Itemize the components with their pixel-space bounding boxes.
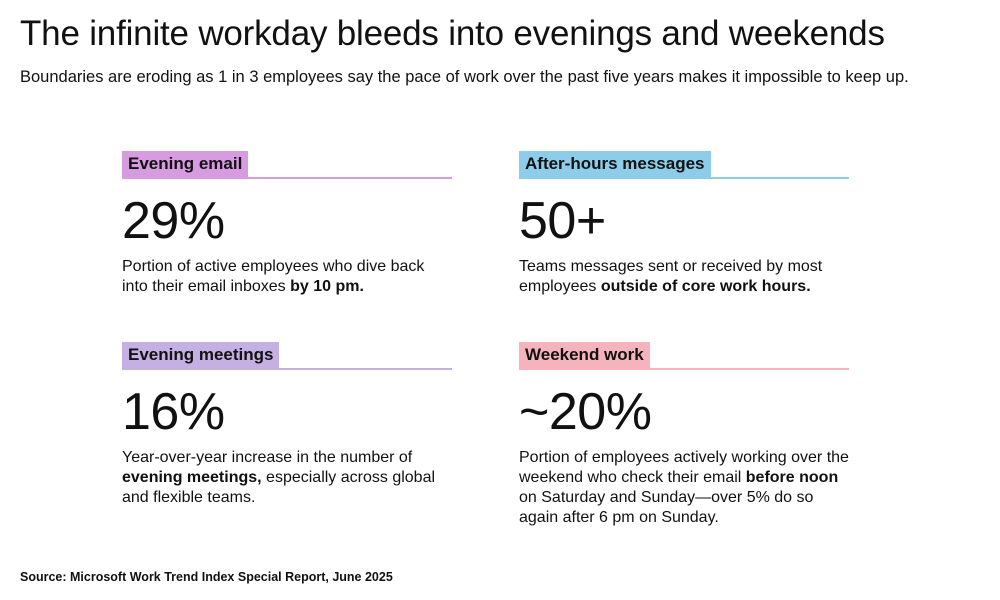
card-description: Portion of employees actively working ov…	[519, 448, 849, 528]
card-stat: 16%	[122, 383, 225, 441]
card-header: Evening email	[122, 151, 452, 179]
card-description-text: especially across global and flexible te…	[122, 469, 436, 506]
card-description-text: on Saturday and Sunday—over 5% do so aga…	[519, 489, 814, 526]
card-label: Evening email	[122, 151, 249, 177]
page-title: The infinite workday bleeds into evening…	[20, 14, 885, 53]
stat-card-after-hours-messages: After-hours messages 50+ Teams messages …	[519, 151, 849, 297]
card-stat: 50+	[519, 192, 606, 250]
card-header: Evening meetings	[122, 342, 452, 370]
card-description-emphasis: outside of core work hours.	[600, 278, 811, 295]
card-stat: 29%	[122, 192, 225, 250]
page-subtitle: Boundaries are eroding as 1 in 3 employe…	[20, 68, 909, 86]
stat-card-evening-email: Evening email 29% Portion of active empl…	[122, 151, 452, 297]
card-divider	[122, 177, 452, 179]
stat-card-weekend-work: Weekend work ~20% Portion of employees a…	[519, 342, 849, 528]
card-header: Weekend work	[519, 342, 849, 370]
card-description-emphasis: by 10 pm.	[290, 278, 364, 295]
card-description: Year-over-year increase in the number of…	[122, 448, 452, 508]
card-description-emphasis: evening meetings,	[122, 469, 262, 486]
card-description-text: Year-over-year increase in the number of	[122, 449, 413, 466]
card-divider	[519, 368, 849, 370]
card-description: Portion of active employees who dive bac…	[122, 257, 452, 297]
card-description-text: Portion of active employees who dive bac…	[122, 258, 425, 295]
card-label: Evening meetings	[122, 342, 280, 368]
card-description-emphasis: before noon	[745, 469, 839, 486]
card-description-text: Teams messages sent or received by most …	[519, 258, 823, 295]
card-label: After-hours messages	[519, 151, 711, 177]
card-divider	[519, 177, 849, 179]
card-label: Weekend work	[519, 342, 650, 368]
stat-card-evening-meetings: Evening meetings 16% Year-over-year incr…	[122, 342, 452, 508]
source-note: Source: Microsoft Work Trend Index Speci…	[20, 570, 393, 584]
card-stat: ~20%	[519, 383, 652, 441]
card-header: After-hours messages	[519, 151, 849, 179]
card-description: Teams messages sent or received by most …	[519, 257, 849, 297]
card-divider	[122, 368, 452, 370]
card-description-text: Portion of employees actively working ov…	[519, 449, 849, 486]
